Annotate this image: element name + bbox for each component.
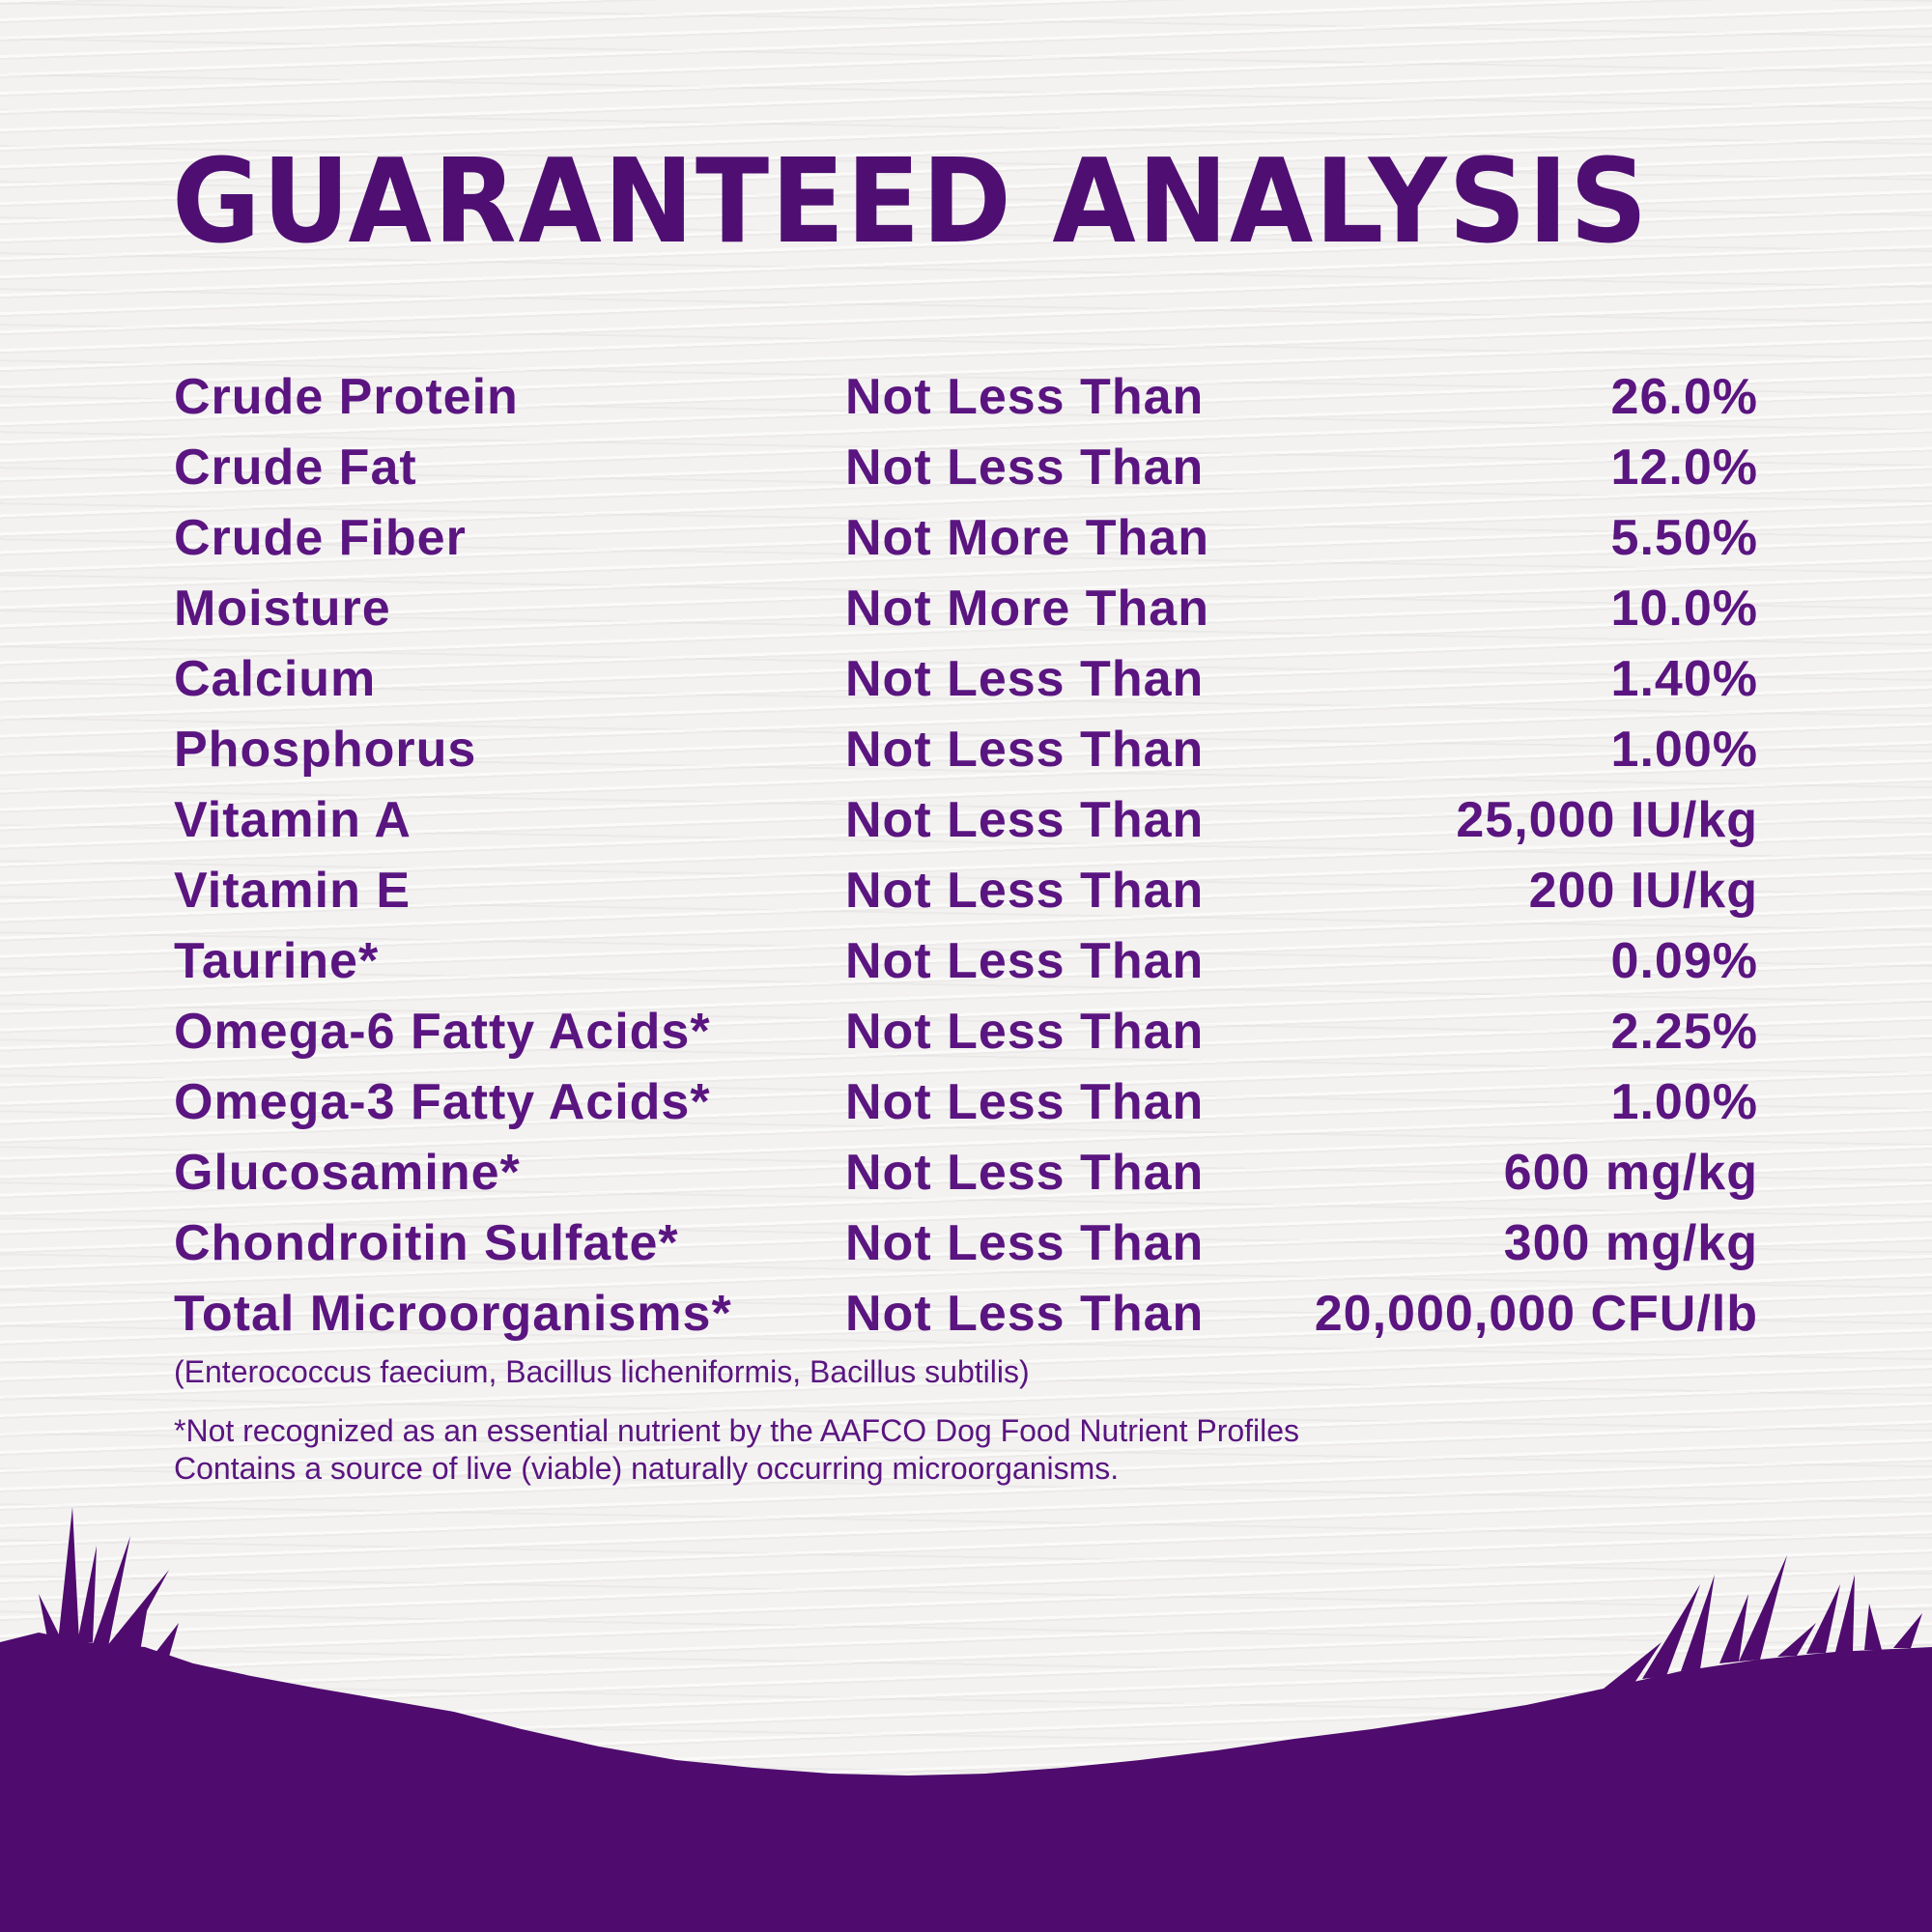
value: 20,000,000 CFU/lb — [1314, 1286, 1758, 1342]
qualifier: Not Less Than — [845, 440, 1205, 496]
footnote: *Not recognized as an essential nutrient… — [174, 1412, 1299, 1488]
qualifier: Not More Than — [845, 510, 1209, 566]
qualifier: Not Less Than — [845, 722, 1205, 778]
nutrient-name: Crude Fiber — [174, 510, 467, 566]
table-row: Vitamin E Not Less Than 200 IU/kg — [174, 856, 1758, 926]
table-row: Calcium Not Less Than 1.40% — [174, 644, 1758, 715]
value: 5.50% — [1610, 510, 1758, 566]
value: 1.40% — [1610, 651, 1758, 707]
qualifier: Not Less Than — [845, 1286, 1205, 1342]
footnote-line-1: *Not recognized as an essential nutrient… — [174, 1413, 1300, 1448]
table-row: Moisture Not More Than 10.0% — [174, 574, 1758, 644]
table-row: Crude Protein Not Less Than 26.0% — [174, 362, 1758, 433]
value: 10.0% — [1610, 581, 1758, 637]
value: 25,000 IU/kg — [1456, 792, 1758, 848]
value: 12.0% — [1610, 440, 1758, 496]
table-row: Omega-3 Fatty Acids* Not Less Than 1.00% — [174, 1067, 1758, 1138]
qualifier: Not Less Than — [845, 1215, 1205, 1271]
nutrient-name: Chondroitin Sulfate* — [174, 1215, 679, 1271]
qualifier: Not More Than — [845, 581, 1209, 637]
value: 26.0% — [1610, 369, 1758, 425]
value: 600 mg/kg — [1503, 1145, 1758, 1201]
qualifier: Not Less Than — [845, 792, 1205, 848]
nutrient-name: Taurine* — [174, 933, 380, 989]
nutrient-name: Vitamin A — [174, 792, 412, 848]
table-row: Taurine* Not Less Than 0.09% — [174, 926, 1758, 997]
microorganisms-note: (Enterococcus faecium, Bacillus lichenif… — [174, 1354, 1030, 1389]
value: 2.25% — [1610, 1004, 1758, 1060]
value: 1.00% — [1610, 722, 1758, 778]
qualifier: Not Less Than — [845, 369, 1205, 425]
nutrient-name: Moisture — [174, 581, 391, 637]
table-row: Glucosamine* Not Less Than 600 mg/kg — [174, 1138, 1758, 1208]
value: 200 IU/kg — [1528, 863, 1758, 919]
value: 0.09% — [1610, 933, 1758, 989]
nutrient-name: Total Microorganisms* — [174, 1286, 732, 1342]
footnote-line-2: Contains a source of live (viable) natur… — [174, 1451, 1120, 1486]
nutrient-name: Calcium — [174, 651, 377, 707]
nutrient-name: Omega-3 Fatty Acids* — [174, 1074, 711, 1130]
nutrient-name: Omega-6 Fatty Acids* — [174, 1004, 711, 1060]
qualifier: Not Less Than — [845, 651, 1205, 707]
qualifier: Not Less Than — [845, 933, 1205, 989]
nutrient-name: Glucosamine* — [174, 1145, 521, 1201]
table-row: Vitamin A Not Less Than 25,000 IU/kg — [174, 785, 1758, 856]
page-title: GUARANTEED ANALYSIS — [172, 135, 1650, 270]
value: 1.00% — [1610, 1074, 1758, 1130]
nutrient-name: Vitamin E — [174, 863, 412, 919]
qualifier: Not Less Than — [845, 1145, 1205, 1201]
table-row: Chondroitin Sulfate* Not Less Than 300 mg/… — [174, 1208, 1758, 1279]
nutrient-name: Crude Protein — [174, 369, 519, 425]
nutrient-name: Crude Fat — [174, 440, 417, 496]
nutrient-name: Phosphorus — [174, 722, 477, 778]
value: 300 mg/kg — [1503, 1215, 1758, 1271]
table-row: Omega-6 Fatty Acids* Not Less Than 2.25% — [174, 997, 1758, 1067]
table-row: Crude Fiber Not More Than 5.50% — [174, 503, 1758, 574]
table-row: Total Microorganisms* Not Less Than 20,000… — [174, 1279, 1758, 1350]
table-row: Crude Fat Not Less Than 12.0% — [174, 433, 1758, 503]
qualifier: Not Less Than — [845, 1004, 1205, 1060]
analysis-table: Crude Protein Not Less Than 26.0% Crude Fat… — [174, 362, 1758, 1350]
table-row: Phosphorus Not Less Than 1.00% — [174, 715, 1758, 785]
qualifier: Not Less Than — [845, 1074, 1205, 1130]
qualifier: Not Less Than — [845, 863, 1205, 919]
